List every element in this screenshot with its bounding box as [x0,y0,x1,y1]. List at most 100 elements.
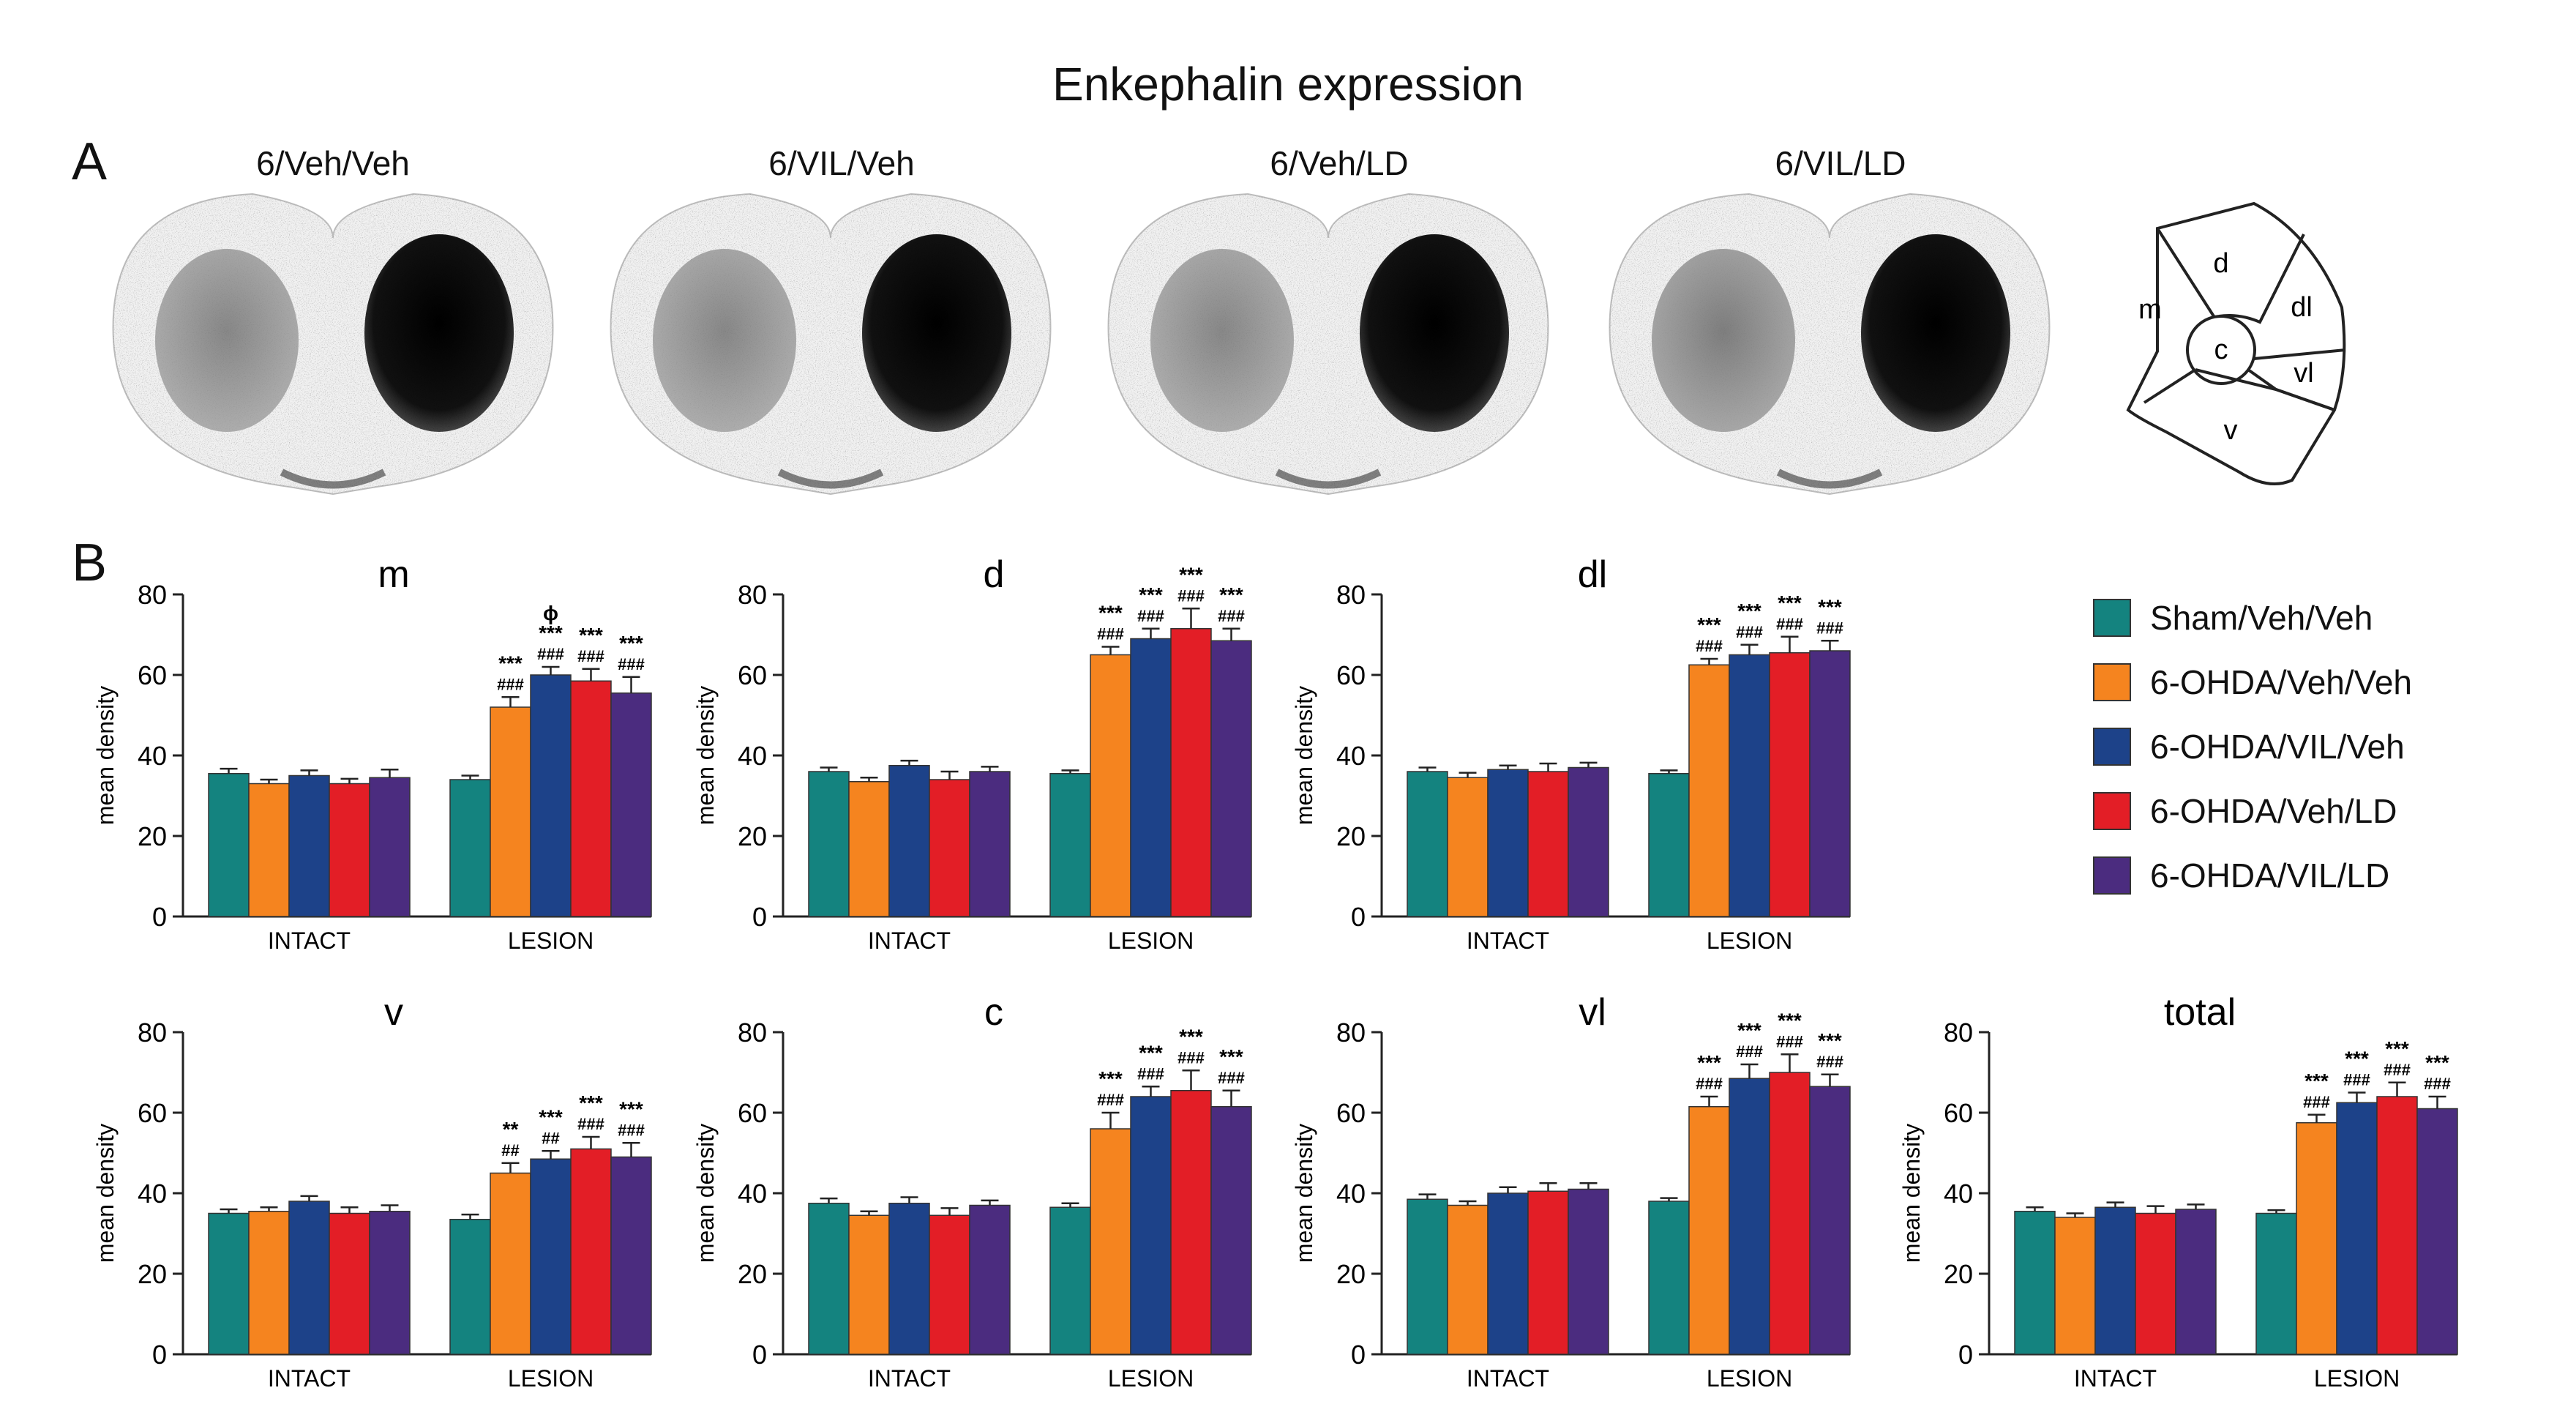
y-tick-label: 40 [1336,1179,1366,1209]
bar [1527,771,1569,917]
significance-label: ### [2384,1061,2411,1079]
bar [1809,650,1851,917]
schematic-divider-7 [2195,368,2277,391]
significance-label: *** [1737,600,1761,622]
bar [1648,773,1690,917]
legend-item: Sham/Veh/Veh [2093,586,2412,650]
brain-slice-base [1275,469,1382,489]
significance-label: ### [1137,1064,1164,1083]
intact-striatum [1652,249,1795,432]
bar [490,1172,531,1355]
bar [369,777,411,917]
legend-item: 6-OHDA/VIL/Veh [2093,714,2412,779]
significance-label: *** [1179,1025,1203,1048]
legend-label: 6-OHDA/VIL/Veh [2150,728,2405,766]
chart-title: d [984,553,1005,596]
significance-label: *** [2425,1051,2449,1074]
y-tick-label: 80 [1944,1018,1973,1048]
significance-label: *** [1778,1009,1802,1031]
bar [1090,1128,1131,1355]
slice-label-2: 6/VIL/Veh [768,144,915,182]
schematic-outline [2126,201,2346,485]
significance-label: *** [2385,1037,2409,1060]
y-tick-label: 20 [138,1259,167,1289]
y-axis-label: mean density [92,1124,119,1263]
bar [1809,1086,1851,1355]
y-tick-label: 80 [738,1018,767,1048]
y-tick-label: 80 [138,1018,167,1048]
significance-label: ### [1696,1075,1723,1093]
bar [1568,766,1609,917]
significance-label: *** [1778,591,1802,614]
y-tick-label: 20 [1944,1259,1973,1289]
bar [929,779,970,917]
bar [1130,1096,1172,1355]
bar [1049,773,1091,917]
significance-label: *** [1219,1045,1243,1068]
bar [2135,1212,2176,1355]
bar [449,779,491,917]
y-tick-label: 20 [1336,821,1366,851]
significance-label: ### [1137,607,1164,625]
brain-slice [1609,193,2051,496]
y-axis-label: mean density [692,1124,719,1263]
significance-label: ### [1736,1042,1763,1061]
bar [1729,1078,1770,1355]
legend-item: 6-OHDA/Veh/LD [2093,779,2412,843]
significance-label: ### [1218,1069,1245,1087]
y-tick-label: 60 [1944,1098,1973,1128]
bar [888,765,930,917]
bar [530,674,572,917]
slice-label-1: 6/Veh/Veh [256,144,410,182]
chart-title: v [384,991,403,1034]
schematic-label-c: c [2214,335,2228,365]
legend-label: Sham/Veh/Veh [2150,599,2373,637]
y-tick-label: 60 [738,660,767,690]
bar [1170,628,1212,917]
y-tick-label: 40 [1336,741,1366,771]
significance-label: *** [619,1097,643,1120]
bar [449,1219,491,1355]
significance-label: *** [1737,1019,1761,1042]
significance-label: *** [539,1105,563,1128]
brain-slice-images [112,193,2051,496]
significance-label: ϕ [543,602,558,624]
bar [248,783,290,917]
y-tick-label: 60 [1336,660,1366,690]
significance-label: ### [1177,1048,1205,1067]
bar [2336,1102,2378,1355]
bar [2054,1217,2096,1355]
x-category-label: INTACT [2074,1365,2157,1392]
brain-slice-base [280,469,386,489]
bar [329,1212,370,1355]
significance-label: ### [577,1115,604,1133]
legend-item: 6-OHDA/VIL/LD [2093,843,2412,908]
significance-label: *** [1697,1051,1721,1074]
bar [1447,777,1489,917]
schematic-divider-6 [2275,388,2335,411]
bar [2376,1096,2418,1355]
significance-label: ### [1097,625,1124,643]
y-tick-label: 80 [1336,1018,1366,1048]
panel-b-label: B [72,534,108,592]
bar [848,781,890,917]
schematic-label-m: m [2138,294,2162,325]
chart-title: total [2164,991,2236,1034]
y-tick-label: 0 [152,1340,167,1370]
bar [1407,771,1448,917]
significance-label: ### [1177,586,1205,605]
y-tick-label: 40 [138,1179,167,1209]
y-tick-label: 40 [138,741,167,771]
bar [570,680,612,917]
significance-label: ### [577,647,604,665]
bar [490,706,531,917]
schematic-label-d: d [2213,248,2228,279]
significance-label: *** [1139,583,1163,606]
significance-label: *** [1219,583,1243,606]
x-category-label: LESION [2314,1365,2400,1392]
y-tick-label: 40 [1944,1179,1973,1209]
